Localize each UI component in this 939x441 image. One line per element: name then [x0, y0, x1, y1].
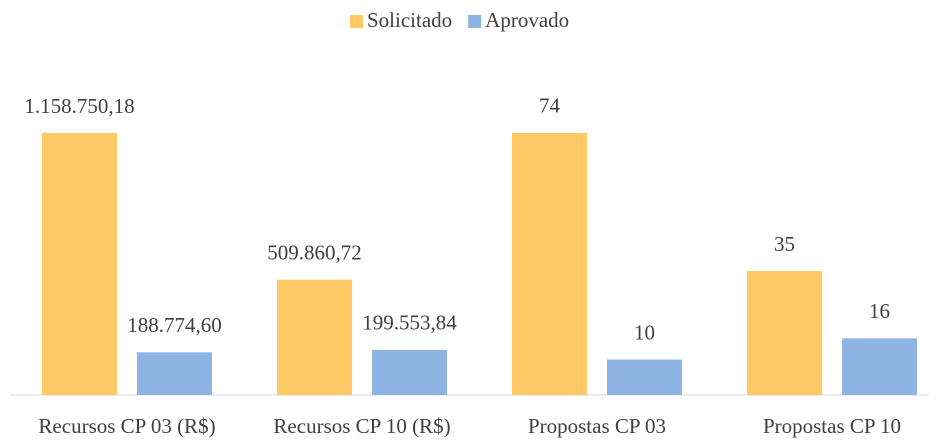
bar — [512, 132, 587, 395]
data-label: 1.158.750,18 — [24, 94, 134, 118]
x-tick-label: Propostas CP 10 — [763, 414, 901, 438]
legend-swatch — [468, 15, 482, 28]
legend-swatch — [350, 15, 363, 28]
bar — [42, 132, 117, 395]
bar — [277, 279, 352, 395]
x-tick-label: Propostas CP 03 — [528, 414, 666, 438]
bar — [137, 352, 212, 395]
legend-label: Solicitado — [367, 8, 452, 32]
data-label: 199.553,84 — [362, 311, 457, 335]
data-label: 10 — [634, 320, 655, 344]
legend-label: Aprovado — [485, 8, 569, 32]
x-tick-label: Recursos CP 10 (R$) — [273, 414, 450, 438]
bar — [842, 338, 917, 395]
data-label: 74 — [539, 94, 561, 118]
data-label: 16 — [869, 299, 890, 323]
bar — [372, 349, 447, 395]
data-label: 509.860,72 — [267, 241, 362, 265]
data-label: 35 — [774, 232, 795, 256]
x-tick-label: Recursos CP 03 (R$) — [38, 414, 215, 438]
bar — [607, 359, 682, 395]
bar — [747, 271, 822, 395]
data-label: 188.774,60 — [127, 313, 222, 337]
